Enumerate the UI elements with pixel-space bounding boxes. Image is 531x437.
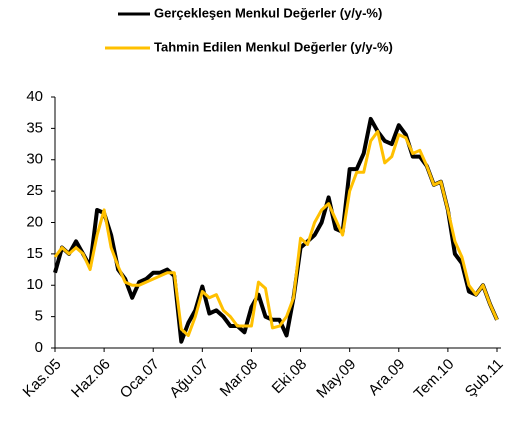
x-tick-label: May.09 [313, 356, 359, 402]
x-tick-label: Kas.05 [20, 356, 65, 401]
y-tick-label: 35 [26, 119, 43, 136]
x-tick-label: Mar.08 [217, 356, 261, 400]
y-tick-label: 15 [26, 245, 43, 262]
y-tick-label: 25 [26, 182, 43, 199]
x-tick-label: Oca.07 [117, 356, 163, 402]
y-tick-label: 0 [35, 339, 43, 356]
x-tick-label: Şub.11 [462, 356, 507, 401]
x-tick-label: Ara.09 [365, 356, 408, 399]
legend-label: Gerçekleşen Menkul Değerler (y/y-%) [154, 5, 382, 20]
y-tick-label: 30 [26, 151, 43, 168]
y-tick-label: 5 [35, 308, 43, 325]
series-line [53, 116, 499, 344]
legend-label: Tahmin Edilen Menkul Değerler (y/y-%) [154, 39, 393, 54]
x-tick-label: Ağu.07 [166, 356, 212, 402]
x-tick-label: Tem.10 [411, 356, 458, 403]
x-tick-label: Haz.06 [68, 356, 114, 402]
y-tick-label: 20 [26, 213, 43, 230]
y-tick-label: 10 [26, 276, 43, 293]
x-tick-label: Eki.08 [269, 356, 311, 398]
y-tick-label: 40 [26, 88, 43, 105]
series-line [53, 130, 499, 337]
